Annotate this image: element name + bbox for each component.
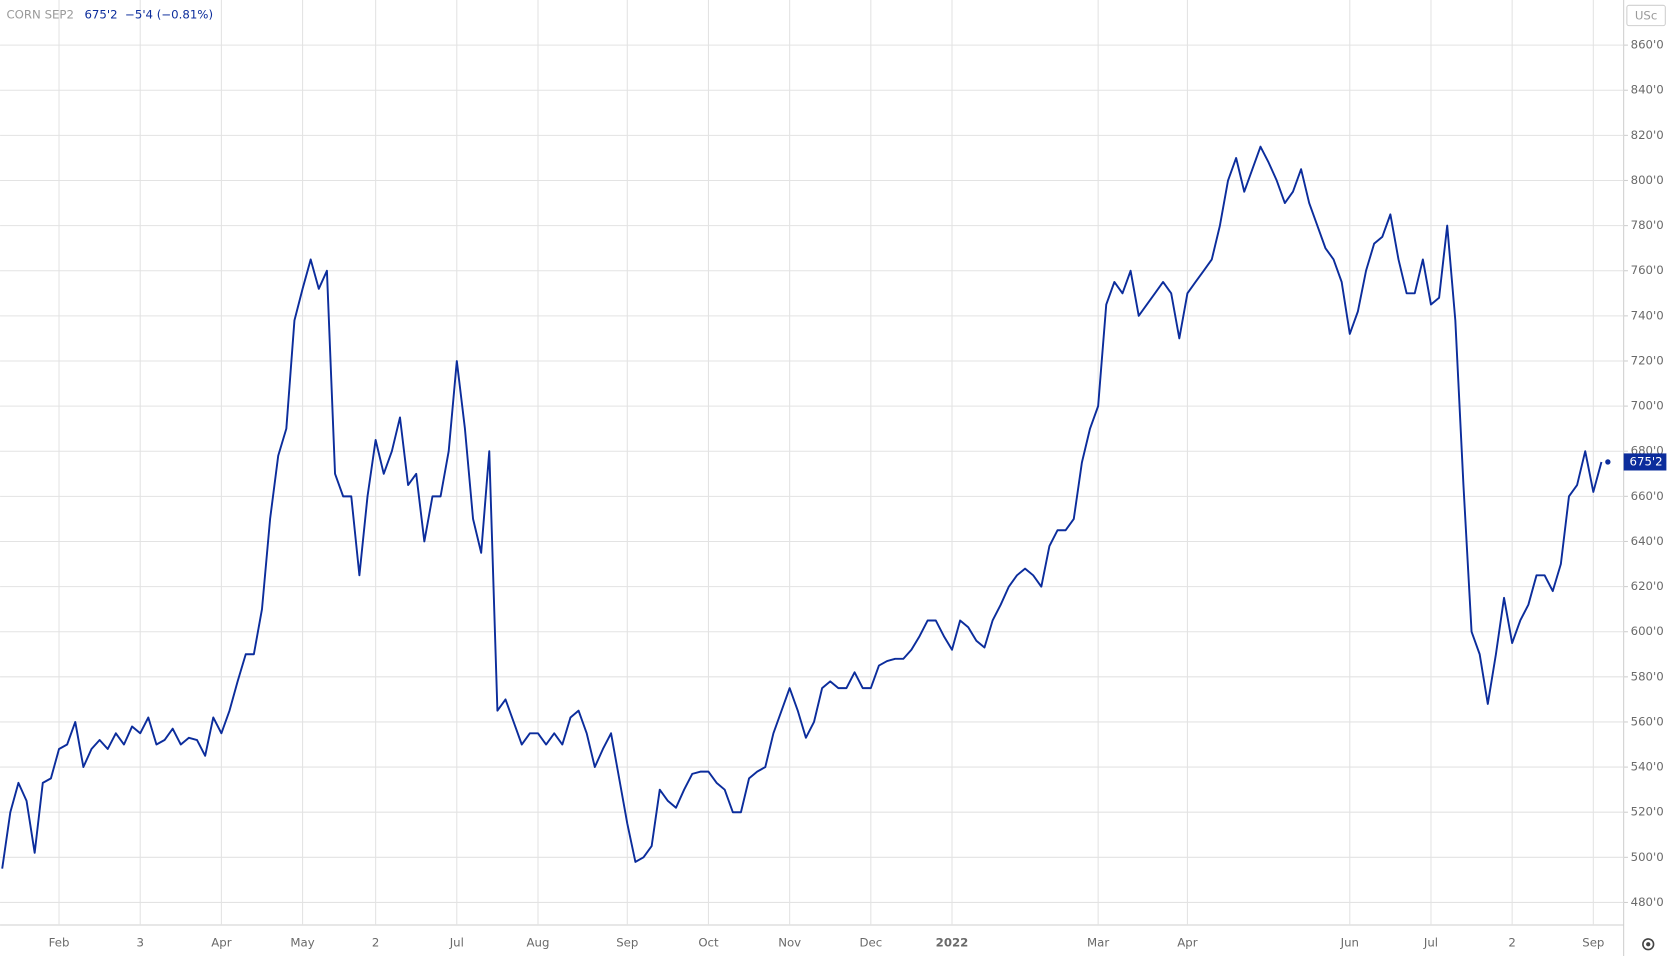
price-line <box>1 145 1603 869</box>
y-tick-label: 800'0 <box>1631 173 1664 187</box>
y-tick-label: 760'0 <box>1631 263 1664 277</box>
y-tick-label: 600'0 <box>1631 624 1664 638</box>
x-tick-label: 2 <box>1508 936 1515 950</box>
symbol: CORN SEP2 <box>6 7 73 21</box>
y-tick-label: 640'0 <box>1631 534 1664 548</box>
x-tick-label: Dec <box>859 936 882 950</box>
y-tick-label: 660'0 <box>1631 489 1664 503</box>
price-tag-label: 675'2 <box>1630 454 1663 468</box>
x-tick-label: 2022 <box>936 936 969 950</box>
price-tag <box>1623 453 1667 471</box>
y-tick-label: 620'0 <box>1631 579 1664 593</box>
x-tick-label: Sep <box>616 936 638 950</box>
x-tick-label: Feb <box>49 936 70 950</box>
x-tick-label: Sep <box>1582 936 1604 950</box>
x-tick-label: Apr <box>1177 936 1197 950</box>
settings-icon[interactable] <box>1642 938 1655 951</box>
last-point <box>1605 459 1611 465</box>
x-tick-label: Jul <box>449 936 464 950</box>
y-tick-label: 560'0 <box>1631 714 1664 728</box>
x-tick-label: Apr <box>211 936 231 950</box>
y-tick-label: 840'0 <box>1631 83 1664 97</box>
y-tick-label: 780'0 <box>1631 218 1664 232</box>
last-price: 675'2 <box>84 7 117 21</box>
y-tick-label: 480'0 <box>1631 895 1664 909</box>
x-tick-label: 2 <box>372 936 379 950</box>
y-tick-label: 500'0 <box>1631 850 1664 864</box>
y-tick-label: 720'0 <box>1631 353 1664 367</box>
y-tick-label: 740'0 <box>1631 308 1664 322</box>
x-tick-label: Oct <box>698 936 719 950</box>
y-tick-label: 860'0 <box>1631 38 1664 52</box>
y-tick-label: 700'0 <box>1631 399 1664 413</box>
y-tick-label: 820'0 <box>1631 128 1664 142</box>
x-tick-label: Nov <box>778 936 801 950</box>
currency[interactable]: USc <box>1635 9 1658 23</box>
currency-box[interactable] <box>1626 4 1666 27</box>
x-tick-label: Mar <box>1087 936 1109 950</box>
x-tick-label: Jul <box>1423 936 1438 950</box>
x-tick-label: May <box>290 936 314 950</box>
y-tick-label: 580'0 <box>1631 669 1664 683</box>
y-tick-label: 540'0 <box>1631 760 1664 774</box>
y-tick-label: 520'0 <box>1631 805 1664 819</box>
grid <box>0 0 1624 926</box>
x-tick-label: Aug <box>527 936 550 950</box>
x-tick-label: Jun <box>1340 936 1359 950</box>
x-tick-label: 3 <box>136 936 143 950</box>
price-change: −5'4 (−0.81%) <box>125 7 213 21</box>
